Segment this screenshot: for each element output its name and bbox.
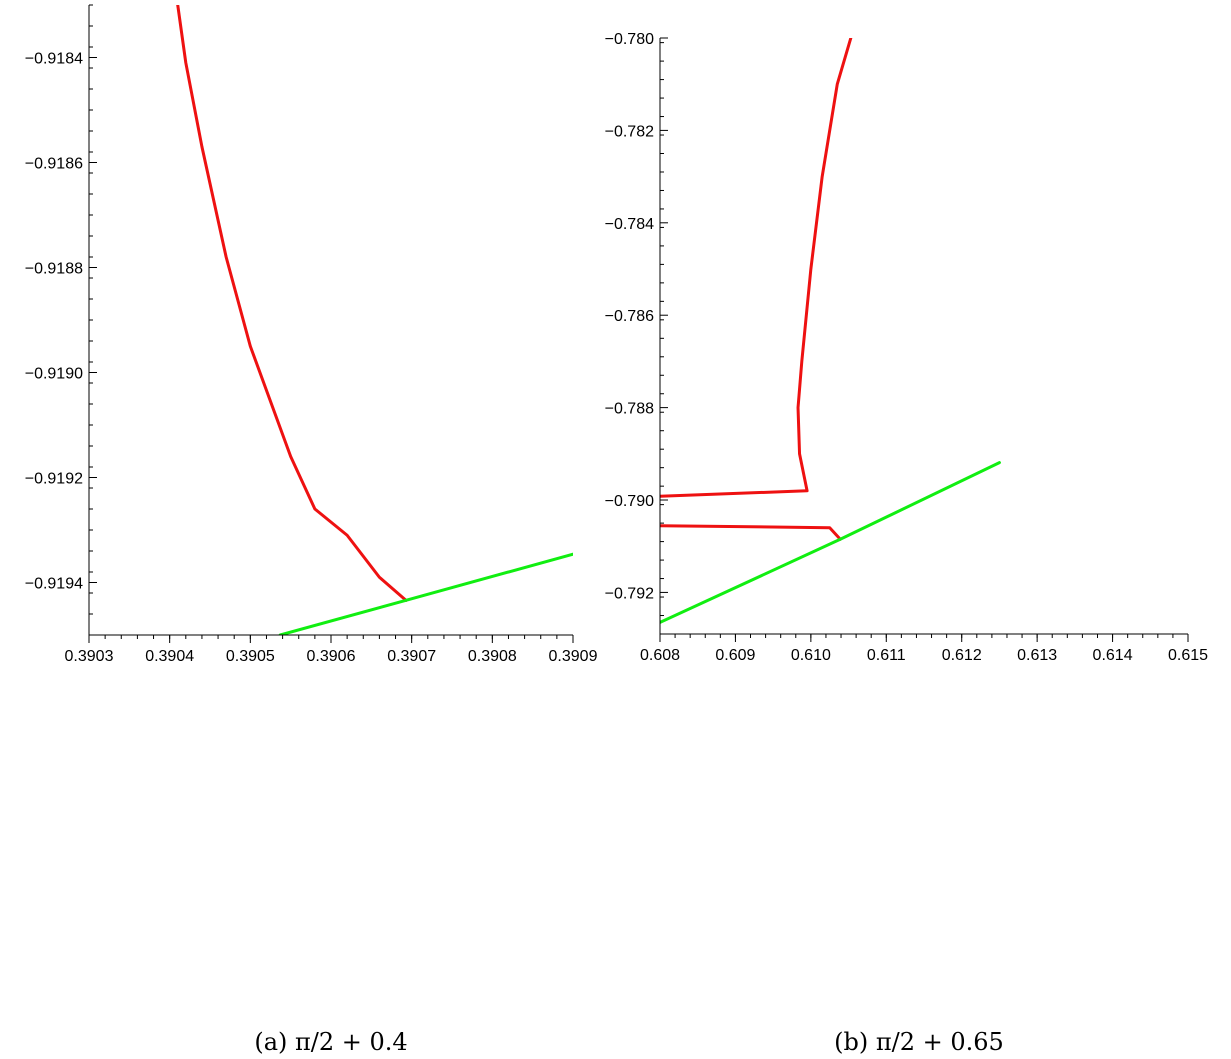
panel-a-x-tick-label: 0.3904 [145,648,194,665]
panel-a-curves [176,5,573,635]
panel-b-curves [660,38,1001,624]
panel-b-x-tick-label: 0.609 [715,647,755,664]
panel-a-x-tick-label: 0.3903 [65,648,114,665]
panel-a-series-green-line [278,552,573,635]
caption-a: (a) π/2 + 0.4 [254,1028,407,1056]
panel-b-x-tick-label: 0.608 [640,647,680,664]
panel-a-y-tick-label: −0.9194 [25,576,83,593]
panel-b-y-tick-label: −0.784 [605,216,654,233]
panel-b: 0.608 0.609 0.610 0.611 0.612 0.613 0.614 0.615… [605,31,1209,1056]
panel-a: 0.3903 0.3904 0.3905 0.3906 0.3907 0.3908 0.39… [25,4,598,1056]
panel-a-x-tick-label: 0.3909 [549,648,598,665]
panel-b-y-tick-label: −0.788 [605,401,654,418]
panel-b-y-tick-label: −0.786 [605,308,654,325]
panel-b-axes: 0.608 0.609 0.610 0.611 0.612 0.613 0.614 0.615… [605,31,1209,664]
panel-a-x-tick-label: 0.3905 [226,648,275,665]
panel-b-y-tick-label: −0.790 [605,493,654,510]
panel-a-axes: 0.3903 0.3904 0.3905 0.3906 0.3907 0.3908 0.39… [25,4,598,665]
panel-b-x-tick-label: 0.615 [1168,647,1208,664]
caption-b: (b) π/2 + 0.65 [834,1028,1004,1056]
panel-a-y-tick-label: −0.9192 [25,471,83,488]
panel-b-x-tick-label: 0.611 [867,647,906,664]
panel-b-y-tick-label: −0.792 [605,585,654,602]
panel-a-series-red-curve [176,5,408,602]
panel-b-y-tick-label: −0.780 [605,31,654,48]
panel-b-series-red-curve [660,38,853,541]
panel-b-series-green-line [660,461,1001,624]
panel-a-y-tick-label: −0.9188 [25,261,83,278]
panel-b-x-tick-label: 0.610 [791,647,831,664]
panel-b-x-tick-label: 0.613 [1017,647,1057,664]
panel-b-x-tick-label: 0.612 [942,647,982,664]
panel-a-y-tick-label: −0.9186 [25,156,83,173]
panel-a-x-tick-label: 0.3908 [468,648,517,665]
panel-b-x-tick-label: 0.614 [1093,647,1133,664]
panel-b-y-tick-label: −0.782 [605,123,654,140]
panel-a-y-tick-label: −0.9190 [25,366,83,383]
panel-a-y-tick-label: −0.9184 [25,51,83,68]
panel-a-x-tick-label: 0.3906 [307,648,356,665]
panel-a-x-tick-label: 0.3907 [387,648,436,665]
